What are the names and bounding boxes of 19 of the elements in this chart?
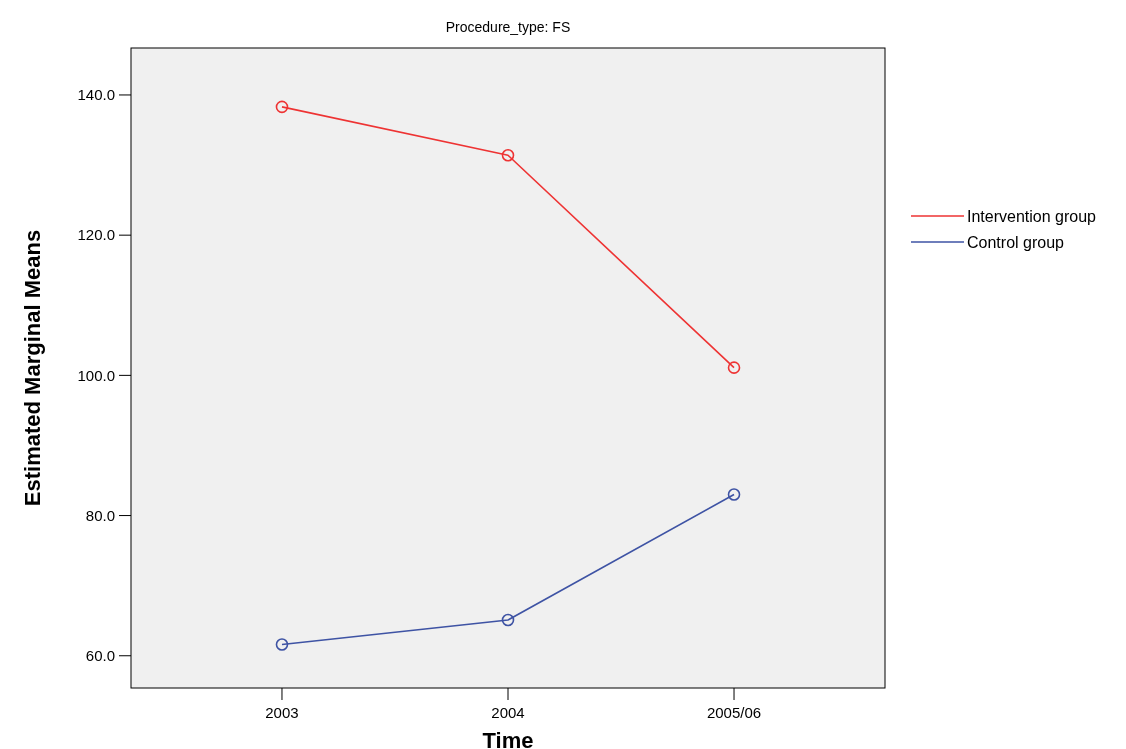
y-tick-label: 140.0 xyxy=(77,86,115,104)
point xyxy=(501,148,515,162)
legend-label: Intervention group xyxy=(967,207,1097,225)
y-tick-label: 120.0 xyxy=(77,226,115,244)
x-tick-label: 2003 xyxy=(265,704,299,721)
point xyxy=(275,100,289,114)
legend-label: Control group xyxy=(967,233,1065,251)
y-tick-label: 60.0 xyxy=(85,647,115,664)
point xyxy=(501,613,515,627)
y-tick-label: 100.0 xyxy=(77,366,115,384)
x-tick-label: 2005/06 xyxy=(706,704,762,721)
chart-title: Procedure_type: FS xyxy=(445,19,571,35)
point xyxy=(727,361,741,374)
y-axis-title: Estimated Marginal Means xyxy=(20,229,45,507)
x-tick-label: 2004 xyxy=(491,704,525,721)
x-axis-title: Time xyxy=(482,728,534,749)
point xyxy=(727,488,741,501)
y-tick-label: 80.0 xyxy=(85,506,115,524)
point xyxy=(275,638,289,651)
